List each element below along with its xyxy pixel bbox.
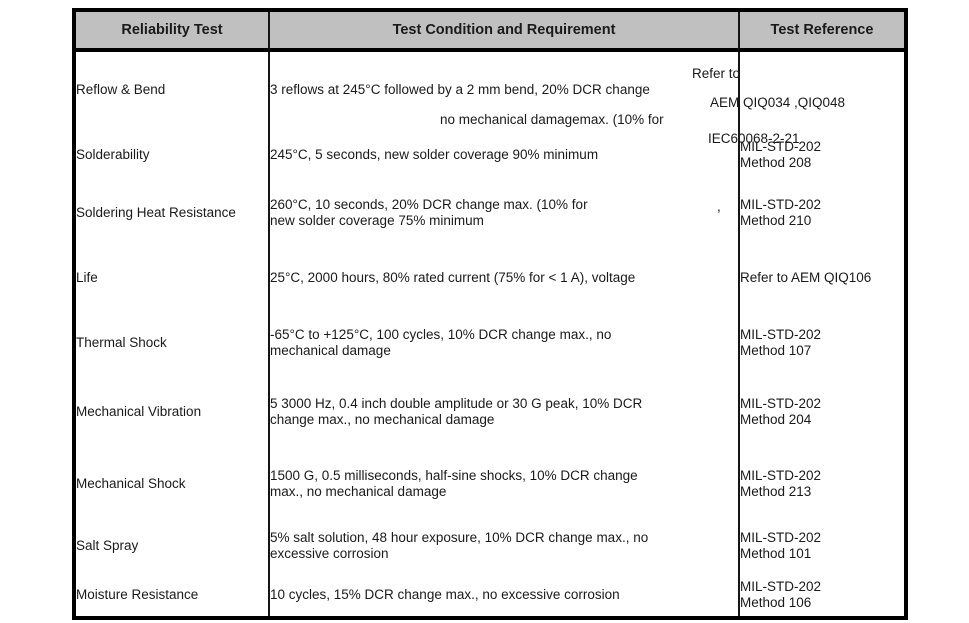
cell-test-solderability: Solderability bbox=[76, 146, 150, 162]
overlay-stray-comma: , bbox=[717, 199, 721, 214]
cell-condition-mechanical-vibration: 5 3000 Hz, 0.4 inch double amplitude or … bbox=[268, 373, 738, 450]
overlay-qiq-reference: QIQ034 ,QIQ048 bbox=[743, 95, 846, 110]
cell-test-thermal-shock: Thermal Shock bbox=[76, 335, 167, 350]
cell-condition-mechanical-shock: 1500 G, 0.5 milliseconds, half-sine shoc… bbox=[268, 450, 738, 518]
cell-test-reflow-bend: Reflow & Bend bbox=[76, 81, 166, 97]
cell-condition-solderability: 245°C, 5 seconds, new solder coverage 90… bbox=[268, 127, 738, 182]
cell-reference-mechanical-shock: MIL-STD-202 Method 213 bbox=[738, 450, 904, 518]
header-reliability-test: Reliability Test bbox=[76, 12, 268, 52]
cell-reference-solderability: MIL-STD-202 Method 208 bbox=[738, 127, 904, 182]
cell-reference-life: Refer to AEM QIQ106 bbox=[738, 243, 904, 313]
cell-reference-soldering-heat: MIL-STD-202 Method 210 bbox=[738, 182, 904, 243]
overlay-damage-fragment: no mechanical damagemax. (10% for bbox=[440, 112, 664, 127]
cell-reference-reflow-bend bbox=[738, 52, 904, 127]
cell-condition-salt-spray: 5% salt solution, 48 hour exposure, 10% … bbox=[268, 518, 738, 573]
cell-test-mechanical-shock: Mechanical Shock bbox=[76, 476, 186, 491]
cell-condition-reflow-bend: 3 reflows at 245°C followed by a 2 mm be… bbox=[268, 52, 738, 127]
cell-condition-soldering-heat: 260°C, 10 seconds, 20% DCR change max. (… bbox=[268, 182, 738, 243]
cell-reference-moisture-resistance: MIL-STD-202 Method 106 bbox=[738, 573, 904, 616]
cell-condition-moisture-resistance: 10 cycles, 15% DCR change max., no exces… bbox=[268, 573, 738, 616]
reliability-table-grid: Reliability Test Test Condition and Requ… bbox=[76, 12, 904, 616]
cell-test-salt-spray: Salt Spray bbox=[76, 537, 139, 553]
cell-reference-mechanical-vibration: MIL-STD-202 Method 204 bbox=[738, 373, 904, 450]
cell-reference-thermal-shock: MIL-STD-202 Method 107 bbox=[738, 313, 904, 373]
header-test-condition: Test Condition and Requirement bbox=[268, 12, 738, 52]
cell-condition-life: 25°C, 2000 hours, 80% rated current (75%… bbox=[268, 243, 738, 313]
overlay-iec-reference: IEC60068-2-21 bbox=[708, 131, 800, 146]
cell-test-life: Life bbox=[76, 270, 98, 285]
cell-test-mechanical-vibration: Mechanical Vibration bbox=[76, 403, 202, 419]
cell-test-moisture-resistance: Moisture Resistance bbox=[76, 586, 199, 602]
reliability-table: Reliability Test Test Condition and Requ… bbox=[72, 8, 908, 620]
overlay-refer-to-fragment: Refer to bbox=[692, 66, 741, 81]
cell-condition-thermal-shock: -65°C to +125°C, 100 cycles, 10% DCR cha… bbox=[268, 313, 738, 373]
cell-reference-salt-spray: MIL-STD-202 Method 101 bbox=[738, 518, 904, 573]
cell-test-soldering-heat: Soldering Heat Resistance bbox=[76, 204, 236, 220]
header-test-reference: Test Reference bbox=[738, 12, 904, 52]
overlay-aem-fragment: AEM bbox=[710, 95, 740, 110]
